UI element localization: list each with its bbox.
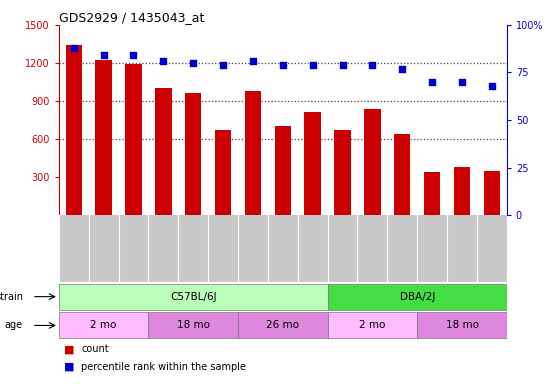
Bar xyxy=(328,284,507,310)
Bar xyxy=(148,313,238,338)
Point xyxy=(308,62,317,68)
Bar xyxy=(328,313,417,338)
Point xyxy=(487,83,496,89)
Point xyxy=(458,79,466,85)
Bar xyxy=(417,313,507,338)
Point xyxy=(218,62,227,68)
Bar xyxy=(424,172,440,215)
Text: GDS2929 / 1435043_at: GDS2929 / 1435043_at xyxy=(59,11,204,24)
Bar xyxy=(95,60,112,215)
Text: 2 mo: 2 mo xyxy=(90,320,117,331)
Bar xyxy=(185,93,202,215)
Text: DBA/2J: DBA/2J xyxy=(399,291,435,302)
Text: 18 mo: 18 mo xyxy=(446,320,478,331)
Bar xyxy=(125,64,142,215)
Text: age: age xyxy=(5,320,23,331)
Bar xyxy=(66,45,82,215)
Point xyxy=(189,60,198,66)
Text: ■: ■ xyxy=(64,362,75,372)
Point xyxy=(428,79,437,85)
Bar xyxy=(364,109,381,215)
Bar xyxy=(238,313,328,338)
Text: 26 mo: 26 mo xyxy=(267,320,299,331)
Bar xyxy=(394,134,410,215)
Bar xyxy=(155,88,171,215)
Point xyxy=(278,62,287,68)
Point xyxy=(249,58,258,64)
Text: strain: strain xyxy=(0,291,23,302)
Bar xyxy=(305,113,321,215)
Bar xyxy=(59,313,148,338)
Bar xyxy=(59,284,328,310)
Bar xyxy=(274,126,291,215)
Point xyxy=(69,45,78,51)
Bar xyxy=(215,130,231,215)
Text: ■: ■ xyxy=(64,344,75,354)
Point xyxy=(338,62,347,68)
Point xyxy=(159,58,168,64)
Text: 2 mo: 2 mo xyxy=(359,320,386,331)
Text: percentile rank within the sample: percentile rank within the sample xyxy=(81,362,246,372)
Text: count: count xyxy=(81,344,109,354)
Bar xyxy=(245,91,261,215)
Bar xyxy=(484,171,500,215)
Text: C57BL/6J: C57BL/6J xyxy=(170,291,217,302)
Bar xyxy=(454,167,470,215)
Text: 18 mo: 18 mo xyxy=(177,320,209,331)
Point xyxy=(398,66,407,72)
Point xyxy=(99,52,108,58)
Point xyxy=(129,52,138,58)
Bar xyxy=(334,129,351,215)
Point xyxy=(368,62,377,68)
